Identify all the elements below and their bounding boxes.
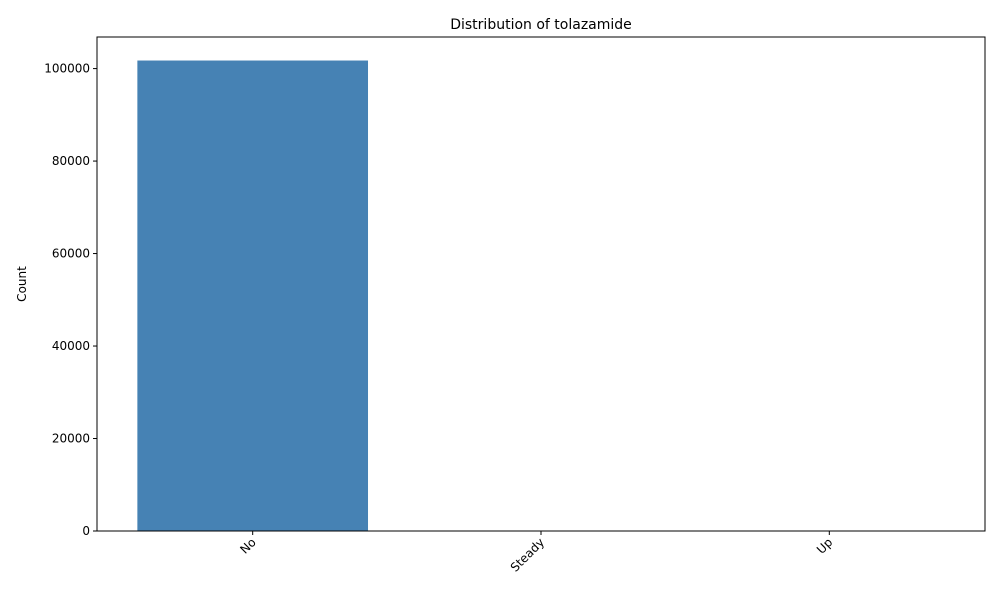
y-tick-label: 60000 bbox=[52, 247, 90, 261]
x-tick-label-no: No bbox=[237, 535, 258, 556]
y-tick-label: 80000 bbox=[52, 154, 90, 168]
y-tick-label: 100000 bbox=[44, 62, 90, 76]
y-tick-label: 20000 bbox=[52, 432, 90, 446]
y-tick-label: 40000 bbox=[52, 339, 90, 353]
plot-area-frame bbox=[96, 36, 986, 532]
bars-group bbox=[137, 60, 945, 532]
bar-no bbox=[137, 60, 369, 532]
chart-title: Distribution of tolazamide bbox=[450, 17, 632, 33]
x-axis-ticks: No Steady Up bbox=[237, 531, 835, 575]
x-tick-label-steady: Steady bbox=[508, 535, 547, 574]
y-axis-label: Count bbox=[15, 266, 29, 302]
y-axis-ticks: 0 20000 40000 60000 80000 100000 bbox=[44, 62, 97, 538]
y-tick-label: 0 bbox=[82, 524, 90, 538]
x-tick-label-up: Up bbox=[814, 535, 836, 557]
